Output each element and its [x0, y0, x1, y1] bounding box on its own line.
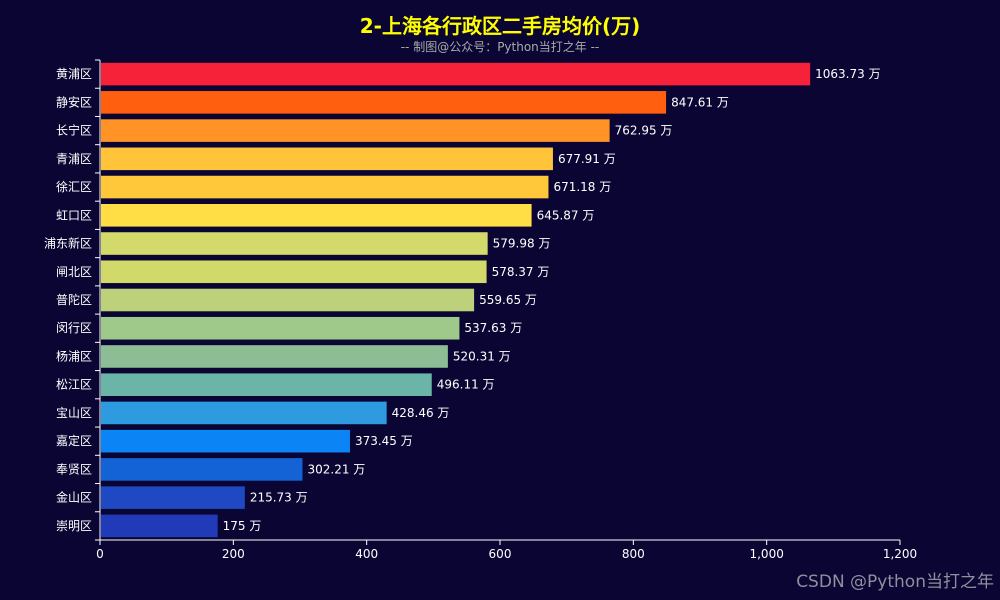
category-label-14: 嘉定区 — [56, 433, 92, 448]
x-tick-label-7: 1,200 — [883, 547, 917, 561]
value-label-10: 537.63 万 — [464, 321, 522, 335]
bar-5 — [101, 175, 549, 199]
bar-11 — [101, 345, 448, 368]
bar-6 — [101, 204, 532, 227]
category-label-6: 虹口区 — [56, 208, 92, 222]
bar-7 — [101, 232, 488, 255]
bar-14 — [101, 429, 350, 453]
category-label-15: 奉贤区 — [56, 462, 92, 476]
x-tick-label-6: 1,000 — [749, 547, 783, 561]
bar-2 — [101, 91, 667, 114]
x-tick-label-1: 0 — [96, 547, 104, 561]
watermark: CSDN @Python当打之年 — [796, 572, 994, 592]
value-label-4: 677.91 万 — [558, 152, 616, 166]
bar-1 — [101, 62, 811, 86]
value-label-14: 373.45 万 — [355, 434, 413, 448]
bar-13 — [101, 401, 387, 425]
value-label-15: 302.21 万 — [307, 462, 365, 476]
bar-8 — [101, 260, 487, 284]
category-label-13: 宝山区 — [56, 406, 92, 420]
category-label-2: 静安区 — [56, 94, 92, 109]
category-label-11: 杨浦区 — [56, 348, 92, 363]
bar-16 — [101, 486, 245, 509]
category-label-16: 金山区 — [56, 490, 92, 505]
category-label-4: 青浦区 — [56, 152, 92, 166]
category-label-12: 松江区 — [56, 378, 92, 392]
category-label-9: 普陀区 — [56, 292, 92, 307]
value-label-17: 175 万 — [223, 519, 262, 533]
bar-10 — [101, 316, 460, 340]
category-label-7: 浦东新区 — [44, 236, 92, 251]
bar-4 — [101, 147, 553, 171]
value-label-16: 215.73 万 — [250, 491, 308, 505]
chart-subtitle: -- 制图@公众号：Python当打之年 -- — [400, 40, 600, 54]
category-label-17: 崇明区 — [56, 519, 92, 533]
category-labels-group: 黄浦区静安区长宁区青浦区徐汇区虹口区浦东新区闸北区普陀区闵行区杨浦区松江区宝山区… — [44, 67, 92, 533]
value-label-7: 579.98 万 — [493, 237, 551, 251]
chart-title: 2-上海各行政区二手房均价(万) — [359, 14, 641, 38]
value-label-11: 520.31 万 — [453, 349, 511, 363]
value-label-6: 645.87 万 — [537, 208, 595, 222]
axes-group: 0 200 400 600 800 1,000 1,200 — [95, 59, 917, 561]
value-label-5: 671.18 万 — [553, 180, 611, 194]
bars-group — [101, 62, 811, 538]
value-label-1: 1063.73 万 — [815, 67, 880, 81]
x-tick-label-2: 200 — [222, 547, 245, 561]
value-label-13: 428.46 万 — [392, 406, 450, 420]
category-label-5: 徐汇区 — [56, 179, 92, 194]
category-label-3: 长宁区 — [56, 123, 92, 138]
bar-3 — [101, 119, 610, 142]
x-tick-label-3: 400 — [355, 547, 378, 561]
bar-17 — [101, 514, 218, 538]
bar-9 — [101, 288, 475, 312]
x-tick-label-4: 600 — [489, 547, 512, 561]
category-label-8: 闸北区 — [56, 265, 92, 279]
value-label-9: 559.65 万 — [479, 293, 537, 307]
value-label-8: 578.37 万 — [492, 265, 550, 279]
bar-12 — [101, 373, 432, 396]
value-label-12: 496.11 万 — [437, 378, 495, 392]
category-label-10: 闵行区 — [56, 320, 92, 335]
value-label-3: 762.95 万 — [615, 124, 673, 138]
value-labels-group: 1063.73 万 847.61 万 762.95 万 677.91 万 671.18 … — [223, 67, 881, 533]
bar-15 — [101, 458, 303, 481]
category-label-1: 黄浦区 — [56, 67, 92, 81]
x-tick-label-5: 800 — [622, 547, 645, 561]
value-label-2: 847.61 万 — [671, 95, 729, 109]
